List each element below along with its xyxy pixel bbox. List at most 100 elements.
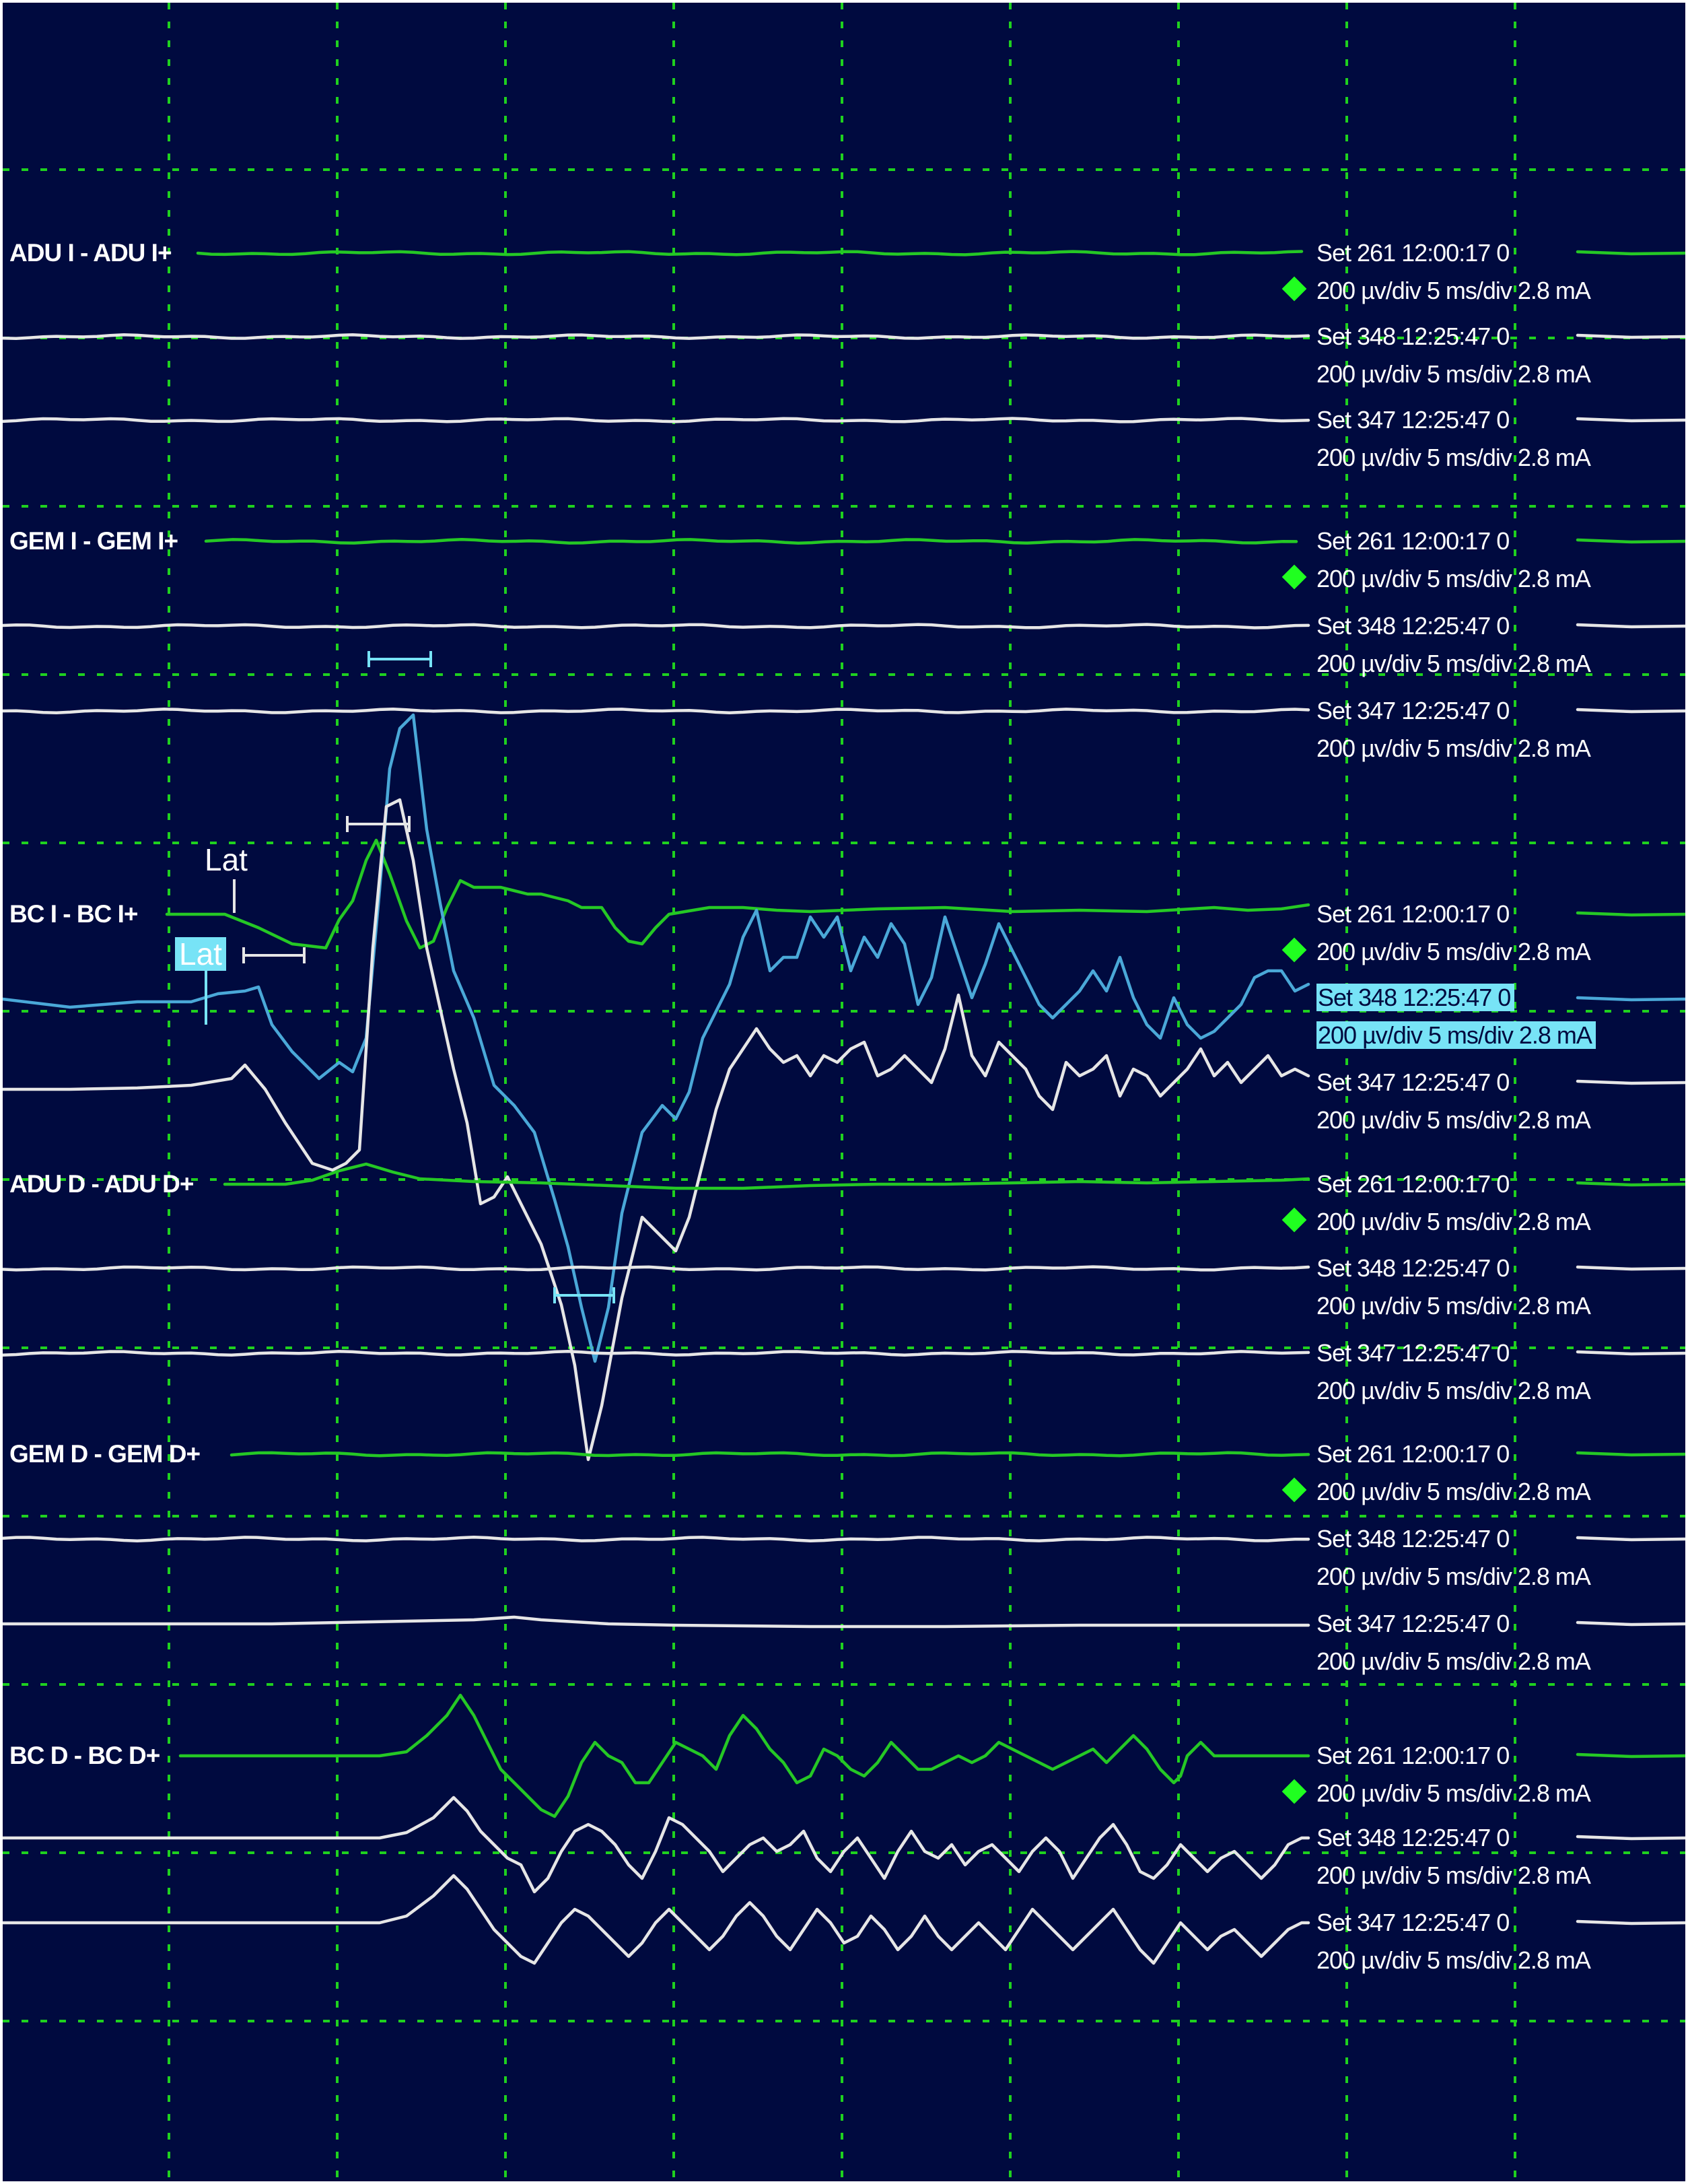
waveform-trace[interactable]: [3, 798, 1310, 1462]
waveform-trace-tail: [1576, 417, 1685, 423]
trace-set-time: Set 261 12:00:17 0: [1316, 1742, 1510, 1769]
waveform-trace[interactable]: [230, 1451, 1310, 1458]
channel-label[interactable]: BC D - BC D+: [9, 1742, 160, 1769]
trace-scale: 200 µv/div 5 ms/div 2.8 mA: [1316, 650, 1591, 677]
waveform-trace[interactable]: [165, 838, 1310, 950]
waveform-trace[interactable]: [3, 1796, 1310, 1894]
waveform-trace[interactable]: [3, 1615, 1310, 1629]
waveform-trace[interactable]: [196, 250, 1304, 257]
waveform-trace-tail: [1576, 1350, 1685, 1356]
trace-scale: 200 µv/div 5 ms/div 2.8 mA: [1316, 1779, 1591, 1807]
trace-set-time: Set 261 12:00:17 0: [1316, 239, 1510, 267]
waveform-trace[interactable]: [204, 538, 1298, 545]
waveform-trace-tail: [1576, 1079, 1685, 1085]
trace-info[interactable]: Set 347 12:25:47 0 200 µv/div 5 ms/div 2.…: [1316, 1605, 1591, 1680]
channel-label[interactable]: ADU D - ADU D+: [9, 1170, 194, 1198]
waveform-trace[interactable]: [3, 713, 1310, 1363]
trace-scale: 200 µv/div 5 ms/div 2.8 mA: [1316, 735, 1591, 762]
trace-info[interactable]: Set 261 12:00:17 0 200 µv/div 5 ms/div 2.…: [1316, 1435, 1591, 1511]
waveform-trace-tail: [1576, 623, 1685, 629]
trace-set-time: Set 261 12:00:17 0: [1316, 527, 1510, 555]
waveform-trace-tail: [1576, 333, 1685, 339]
trace-info[interactable]: Set 348 12:25:47 0 200 µv/div 5 ms/div 2.…: [1316, 979, 1596, 1054]
trace-info[interactable]: Set 347 12:25:47 0 200 µv/div 5 ms/div 2.…: [1316, 401, 1591, 477]
trace-scale: 200 µv/div 5 ms/div 2.8 mA: [1316, 444, 1591, 471]
trace-set-time: Set 347 12:25:47 0: [1316, 1339, 1510, 1367]
channel-label[interactable]: GEM I - GEM I+: [9, 527, 178, 555]
trace-scale: 200 µv/div 5 ms/div 2.8 mA: [1316, 1563, 1591, 1590]
waveform-trace[interactable]: [3, 1874, 1310, 1965]
channel-label[interactable]: GEM D - GEM D+: [9, 1440, 201, 1468]
trace-set-time: Set 347 12:25:47 0: [1316, 1068, 1510, 1096]
trace-set-time: Set 347 12:25:47 0: [1316, 406, 1510, 434]
trace-set-time: Set 261 12:00:17 0: [1316, 900, 1510, 928]
peak-cursor-current[interactable]: [346, 816, 411, 832]
grid: [3, 3, 1685, 2181]
trace-scale: 200 µv/div 5 ms/div 2.8 mA: [1316, 1106, 1591, 1134]
channel-label[interactable]: ADU I - ADU I+: [9, 239, 172, 267]
trace-scale: 200 µv/div 5 ms/div 2.8 mA: [1316, 1946, 1591, 1974]
waveform-trace-tail: [1576, 1181, 1685, 1187]
trace-info[interactable]: Set 348 12:25:47 0 200 µv/div 5 ms/div 2.…: [1316, 1250, 1591, 1325]
trace-scale: 200 µv/div 5 ms/div 2.8 mA: [1316, 1292, 1591, 1320]
waveform-trace-tail: [1576, 996, 1685, 1002]
trace-set-time: Set 348 12:25:47 0: [1316, 322, 1510, 350]
trace-scale: 200 µv/div 5 ms/div 2.8 mA: [1316, 1647, 1591, 1675]
trace-scale: 200 µv/div 5 ms/div 2.8 mA: [1316, 1478, 1591, 1505]
trace-set-time: Set 348 12:25:47 0: [1316, 612, 1510, 640]
waveform-trace[interactable]: [3, 417, 1310, 423]
waveform-trace[interactable]: [3, 1265, 1310, 1272]
latency-cursor-current[interactable]: [242, 947, 306, 963]
trace-info[interactable]: Set 261 12:00:17 0 200 µv/div 5 ms/div 2.…: [1316, 1165, 1591, 1241]
trace-scale: 200 µv/div 5 ms/div 2.8 mA: [1316, 277, 1591, 304]
trace-scale: 200 µv/div 5 ms/div 2.8 mA: [1316, 1862, 1591, 1889]
waveform-trace-tail: [1576, 538, 1685, 544]
trace-scale: 200 µv/div 5 ms/div 2.8 mA: [1316, 360, 1591, 388]
waveform-trace-tail: [1576, 1835, 1685, 1841]
trace-info[interactable]: Set 348 12:25:47 0 200 µv/div 5 ms/div 2.…: [1316, 607, 1591, 683]
trace-info[interactable]: Set 347 12:25:47 0 200 µv/div 5 ms/div 2.…: [1316, 1904, 1591, 1979]
trace-info[interactable]: Set 347 12:25:47 0 200 µv/div 5 ms/div 2.…: [1316, 692, 1591, 767]
trace-set-time: Set 348 12:25:47 0: [1316, 1254, 1510, 1282]
waveform-trace-tail: [1576, 1451, 1685, 1457]
peak-cursor-selected[interactable]: [367, 651, 432, 667]
trace-info[interactable]: Set 261 12:00:17 0 200 µv/div 5 ms/div 2.…: [1316, 1737, 1591, 1812]
trace-set-time: Set 347 12:25:47 0: [1316, 1610, 1510, 1637]
waveform-trace[interactable]: [223, 1162, 1310, 1190]
evoked-potential-monitor: ADU I - ADU I+ GEM I - GEM I+ BC I - BC I+…: [3, 3, 1685, 2181]
latency-label-current[interactable]: Lat: [205, 842, 248, 877]
trace-set-time: Set 348 12:25:47 0: [1316, 984, 1515, 1011]
trace-info[interactable]: Set 347 12:25:47 0 200 µv/div 5 ms/div 2.…: [1316, 1334, 1591, 1410]
trace-info[interactable]: Set 348 12:25:47 0 200 µv/div 5 ms/div 2.…: [1316, 1520, 1591, 1596]
trace-scale: 200 µv/div 5 ms/div 2.8 mA: [1316, 1208, 1591, 1235]
waveform-trace-tail: [1576, 1265, 1685, 1271]
trace-info[interactable]: Set 261 12:00:17 0 200 µv/div 5 ms/div 2.…: [1316, 234, 1591, 310]
trough-cursor-selected[interactable]: [553, 1287, 615, 1303]
trace-set-time: Set 348 12:25:47 0: [1316, 1525, 1510, 1552]
waveform-trace[interactable]: [3, 1350, 1310, 1357]
waveform-trace[interactable]: [3, 623, 1310, 629]
waveform-trace-tail: [1576, 1919, 1685, 1925]
trace-info[interactable]: Set 348 12:25:47 0 200 µv/div 5 ms/div 2.…: [1316, 1819, 1591, 1895]
latency-label-selected[interactable]: Lat: [175, 937, 226, 971]
waveform-trace[interactable]: [178, 1693, 1310, 1818]
trace-scale: 200 µv/div 5 ms/div 2.8 mA: [1316, 565, 1591, 592]
trace-info[interactable]: Set 261 12:00:17 0 200 µv/div 5 ms/div 2.…: [1316, 522, 1591, 598]
waveform-trace[interactable]: [3, 1536, 1310, 1542]
waveform-traces: [3, 250, 1685, 1965]
trace-scale: 200 µv/div 5 ms/div 2.8 mA: [1316, 938, 1591, 965]
trace-info[interactable]: Set 348 12:25:47 0 200 µv/div 5 ms/div 2.…: [1316, 318, 1591, 393]
trace-info[interactable]: Set 261 12:00:17 0 200 µv/div 5 ms/div 2.…: [1316, 895, 1591, 971]
trace-set-time: Set 348 12:25:47 0: [1316, 1824, 1510, 1851]
waveform-canvas[interactable]: [3, 3, 1685, 2181]
trace-scale: 200 µv/div 5 ms/div 2.8 mA: [1316, 1377, 1591, 1404]
trace-info[interactable]: Set 347 12:25:47 0 200 µv/div 5 ms/div 2.…: [1316, 1064, 1591, 1139]
trace-scale: 200 µv/div 5 ms/div 2.8 mA: [1316, 1021, 1596, 1049]
waveform-trace-tail: [1576, 1752, 1685, 1759]
trace-set-time: Set 347 12:25:47 0: [1316, 697, 1510, 724]
trace-set-time: Set 261 12:00:17 0: [1316, 1170, 1510, 1198]
waveform-trace[interactable]: [3, 333, 1310, 340]
waveform-trace[interactable]: [3, 708, 1310, 714]
channel-label[interactable]: BC I - BC I+: [9, 900, 138, 928]
waveform-trace-tail: [1576, 911, 1685, 917]
